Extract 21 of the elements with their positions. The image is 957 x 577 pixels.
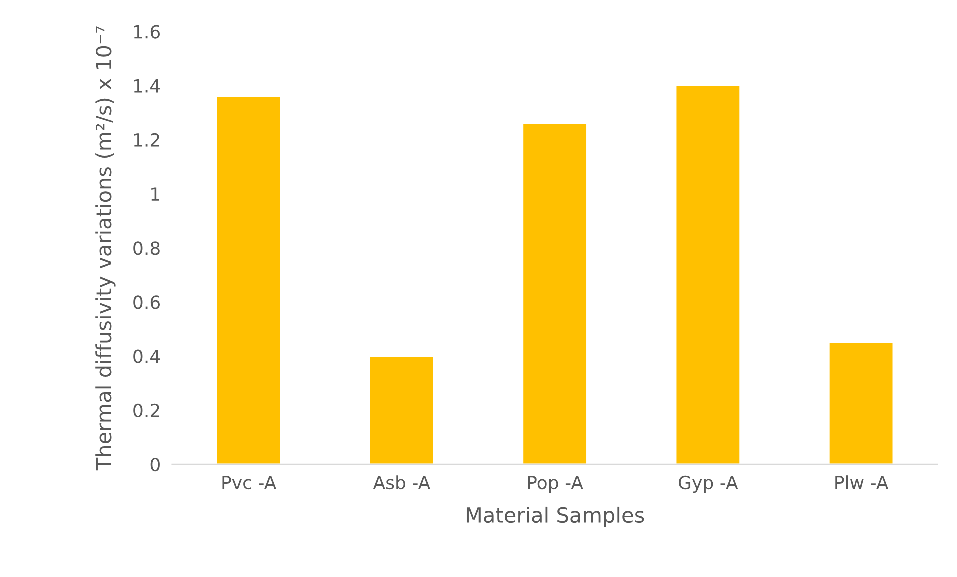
bar xyxy=(522,123,588,464)
bar xyxy=(828,342,894,464)
y-tick-label: 0.8 xyxy=(134,242,160,256)
bar xyxy=(369,356,435,464)
y-tick-label: 1.2 xyxy=(134,133,160,147)
bar xyxy=(675,85,742,464)
y-tick-label: 1.6 xyxy=(134,25,160,39)
y-tick-label: 0 xyxy=(150,458,160,472)
x-tick-label: Plw -A xyxy=(836,476,889,490)
y-tick-label: 1.4 xyxy=(134,80,160,93)
y-tick-label: 0.2 xyxy=(134,404,160,418)
x-axis-title: Material Samples xyxy=(466,506,644,528)
y-tick-label: 0.6 xyxy=(134,296,160,310)
y-axis-title: Thermal diffusivity variations (m²/s) x 10⁻⁷ xyxy=(96,26,116,471)
y-tick-label: 0.4 xyxy=(134,350,160,364)
x-tick-label: Gyp -A xyxy=(679,476,738,494)
x-tick-label: Pvc -A xyxy=(222,476,277,490)
bar xyxy=(216,96,282,464)
y-tick-label: 1 xyxy=(152,188,160,201)
x-tick-label: Pop -A xyxy=(528,476,584,494)
x-tick-label: Asb -A xyxy=(373,476,430,490)
